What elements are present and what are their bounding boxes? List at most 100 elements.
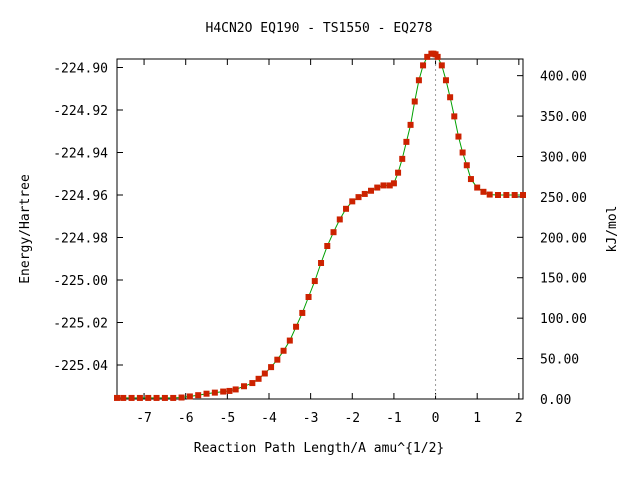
data-point [293,323,300,330]
y-tick-label: -225.04 [53,359,108,374]
data-point [459,149,466,156]
data-point [480,188,487,195]
data-point [463,162,470,169]
data-point [503,192,510,198]
x-tick-label: -7 [136,411,152,426]
data-point [434,53,441,60]
y2-tick-label: 350.00 [540,110,587,125]
y-tick-label: -225.02 [53,317,108,332]
data-point [380,182,387,189]
data-point [395,169,402,176]
y2-tick-label: 150.00 [540,272,587,287]
y-tick-label: -224.98 [53,232,108,247]
data-point [286,337,293,344]
data-point [399,155,406,162]
data-point [486,191,493,198]
data-point [249,380,256,387]
data-point [226,387,233,394]
data-point [318,260,325,266]
x-tick-label: 1 [473,411,481,426]
x-tick-label: -1 [386,411,402,426]
data-point [330,229,337,236]
data-point [386,182,393,189]
data-point [474,184,481,191]
data-point [349,198,356,205]
data-point [355,194,362,201]
data-point [255,375,262,382]
x-tick-label: 2 [515,411,523,426]
data-point [145,394,152,401]
plot-frame [116,58,524,400]
data-point [186,393,193,400]
data-point [447,94,454,101]
y-tick-label: -224.96 [53,189,108,204]
y2-tick-label: 250.00 [540,191,587,206]
data-point [195,392,202,399]
data-point [407,121,414,128]
data-point [211,389,218,396]
x-axis-label: Reaction Path Length/A amu^{1/2} [194,441,444,456]
data-point [455,133,462,140]
y-tick-label: -224.90 [53,62,108,77]
data-point [261,370,268,377]
data-point [495,192,502,198]
data-point [136,394,143,401]
y-tick-label: -225.00 [53,274,108,289]
data-point [170,394,177,401]
data-point [451,113,458,120]
data-point [161,394,168,401]
data-series [114,50,526,401]
data-point [390,180,397,187]
data-point [232,386,239,393]
data-point [128,394,135,401]
x-tick-label: -4 [261,411,277,426]
data-point [415,77,422,84]
data-point [403,138,410,145]
x-tick-label: 0 [432,411,440,426]
y2-tick-label: 100.00 [540,312,587,327]
data-point [305,294,312,300]
data-point [280,347,287,354]
data-point [361,190,368,197]
y2-tick-label: 400.00 [540,70,587,85]
data-point [336,216,343,223]
y2-tick-label: 0.00 [540,393,571,408]
y-tick-label: -224.92 [53,104,108,119]
data-point [178,394,185,401]
data-point [299,309,306,316]
chart-title: H4CN2O EQ190 - TS1550 - EQ278 [206,21,433,36]
y-tick-label: -224.94 [53,147,108,162]
y-axis-label: Energy/Hartree [18,174,33,284]
data-point [442,77,449,84]
data-point [153,394,160,401]
data-point [438,62,445,69]
data-point [343,205,350,212]
x-tick-label: -2 [344,411,360,426]
x-tick-label: -3 [303,411,319,426]
data-point [420,62,427,69]
y2-axis-label: kJ/mol [605,206,620,253]
data-point [274,356,281,363]
data-point [268,364,275,371]
x-tick-label: -5 [220,411,236,426]
data-point [520,192,526,198]
data-point [311,278,318,285]
axis-ticks: -7 -6 -5 -4 -3 -2 -1 0 1 2 -224.90 -224.92 -224.94 -2… [53,59,587,426]
y2-tick-label: 300.00 [540,150,587,165]
data-point [220,388,227,395]
x-tick-label: -6 [178,411,194,426]
series-line [117,53,523,399]
y2-tick-label: 200.00 [540,231,587,246]
data-point [368,187,375,194]
y2-tick-label: 50.00 [540,353,579,368]
data-point [411,98,418,105]
data-point [424,53,431,60]
data-point [467,176,474,183]
data-point [120,394,127,401]
data-point [511,192,518,198]
data-point [203,390,210,397]
data-point [324,243,331,249]
data-point [114,394,120,401]
